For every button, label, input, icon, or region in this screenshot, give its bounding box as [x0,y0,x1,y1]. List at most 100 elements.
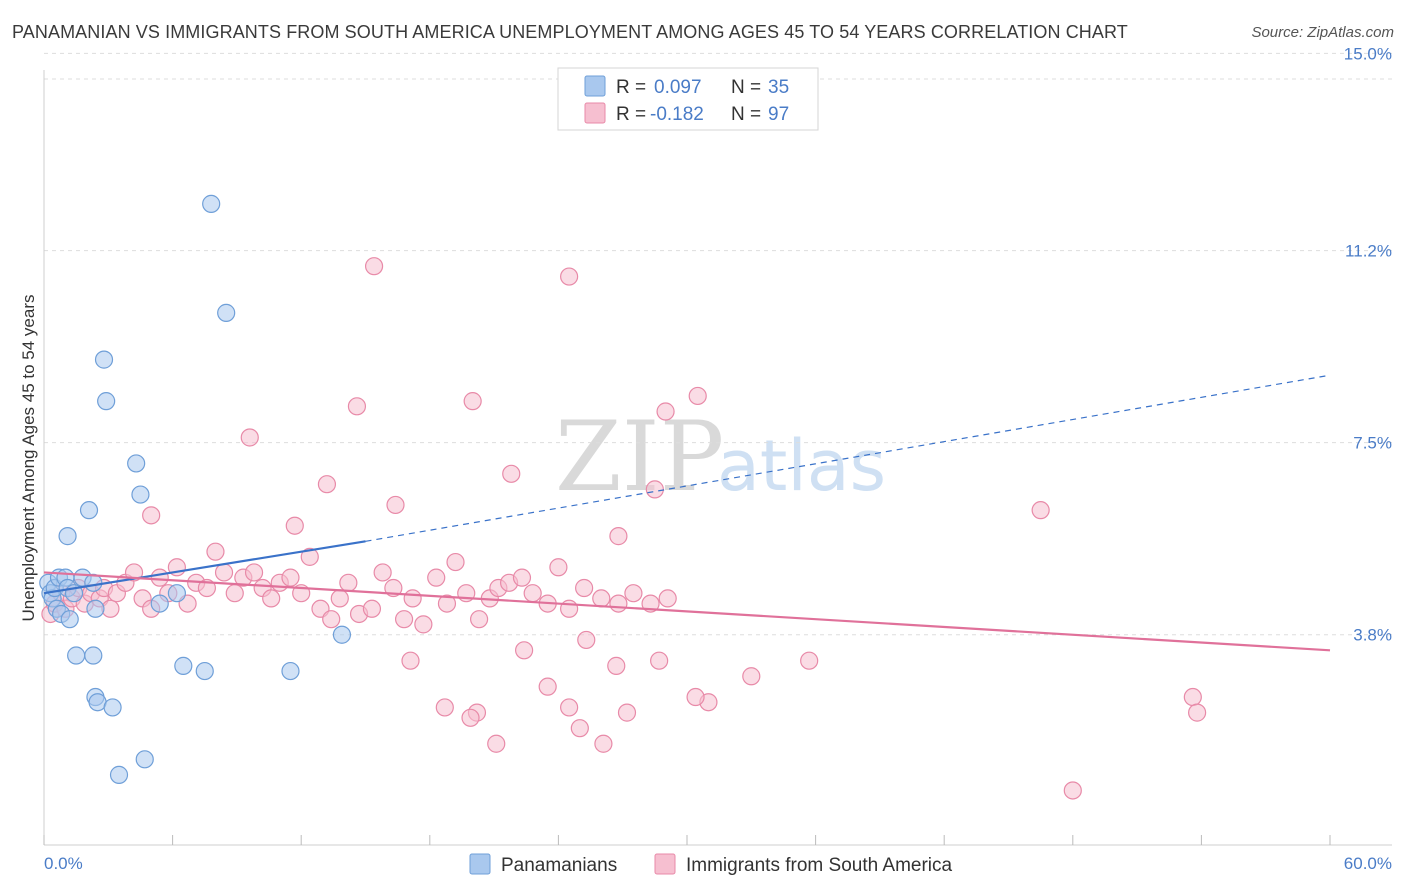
immigrant-point [463,392,482,411]
immigrant-point [225,584,244,603]
immigrant-point [197,578,216,598]
legend-r-value-panamanians: 0.097 [654,77,702,98]
panamanian-point [195,661,214,681]
x-tick-label-min: 0.0% [44,854,83,873]
immigrant-point [262,589,281,608]
immigrant-point [1031,501,1050,520]
y-tick-label: 15.0% [1344,44,1392,63]
immigrant-point [560,267,579,286]
immigrant-point [300,547,319,566]
immigrant-point [386,495,405,515]
immigrant-point [414,615,433,634]
x-ticks [43,835,1331,845]
y-tick-label: 7.5% [1353,434,1392,453]
immigrant-point [362,599,382,618]
immigrant-point [594,734,613,753]
immigrant-point [461,708,480,727]
immigrant-point [523,584,542,603]
immigrant-point [244,563,264,582]
panamanian-point [103,698,122,717]
panamanian-point [281,661,300,681]
immigrant-point [330,589,349,608]
immigrant-point [512,568,532,587]
immigrant-point [403,589,422,608]
legend-n-value-panamanians: 35 [768,77,789,98]
immigrant-point [469,610,489,629]
immigrant-point [240,428,259,447]
y-axis-label: Unemployment Among Ages 45 to 54 years [19,295,38,622]
immigrant-point [435,698,454,717]
immigrant-point [650,651,669,670]
legend-n-label: N = [731,104,761,125]
bottom-legend-label-panamanians: Panamanians [501,855,617,876]
immigrant-point [339,573,358,592]
series-panamanians-points [39,194,352,784]
panamanian-point [84,646,103,665]
panamanian-point [97,392,116,411]
immigrant-point [437,594,457,613]
immigrant-point [427,568,446,587]
immigrant-point [206,542,225,561]
panamanian-point [332,625,352,644]
source-credit: Source: ZipAtlas.com [1251,24,1394,41]
immigrant-point [607,656,626,675]
immigrant-point [446,552,465,572]
panamanian-point [86,599,105,618]
panamanian-point [94,350,114,369]
immigrant-point [281,568,300,587]
series-immigrants-points [41,257,1207,800]
immigrant-point [317,475,337,494]
immigrant-point [609,527,628,546]
panamanian-point [67,646,86,665]
y-tick-label: 11.2% [1345,242,1392,261]
trend-line-immigrants [43,571,1331,652]
immigrant-point [609,594,628,613]
legend-r-label: R = [616,77,646,98]
immigrant-point [515,641,534,660]
immigrant-point [570,719,589,738]
immigrant-point [285,516,304,535]
immigrant-point [624,584,643,603]
legend: R = 0.097 N = 35 R = -0.182 N = 97 [557,67,819,131]
immigrant-point [742,667,761,686]
watermark-zip: ZIP [555,401,724,513]
panamanian-point [60,610,79,629]
immigrant-point [1063,781,1082,800]
immigrant-point [560,698,579,717]
immigrant-point [549,558,568,577]
bottom-legend-swatch-panamanians [469,853,491,875]
immigrant-point [575,578,594,598]
immigrant-point [658,589,677,608]
immigrant-point [617,703,637,722]
immigrant-point [373,563,392,582]
legend-n-value-immigrants: 97 [768,104,789,125]
immigrant-point [686,687,705,707]
immigrant-point [502,464,521,483]
bottom-legend: Panamanians Immigrants from South Americ… [469,853,953,876]
immigrant-point [401,651,420,670]
immigrant-point [142,506,161,525]
immigrant-point [394,610,414,629]
immigrant-point [487,734,506,753]
legend-swatch-immigrants [584,102,606,124]
immigrant-point [538,677,557,696]
panamanian-point [135,750,154,769]
immigrant-point [214,563,234,582]
axes [43,70,1392,846]
immigrant-point [688,386,707,406]
panamanian-point [109,765,129,784]
immigrant-point [364,257,384,276]
legend-r-value-immigrants: -0.182 [650,104,704,125]
panamanian-point [174,656,193,675]
legend-n-label: N = [731,77,761,98]
immigrant-point [656,402,675,421]
panamanian-point [150,594,169,613]
panamanian-point [217,303,236,322]
grid-lines [44,52,1392,636]
bottom-legend-label-immigrants: Immigrants from South America [686,855,953,876]
trend-line-panamanians-extension [365,374,1331,542]
panamanian-point [79,501,99,520]
trend-line-panamanians [43,540,366,595]
panamanian-point [58,527,77,546]
